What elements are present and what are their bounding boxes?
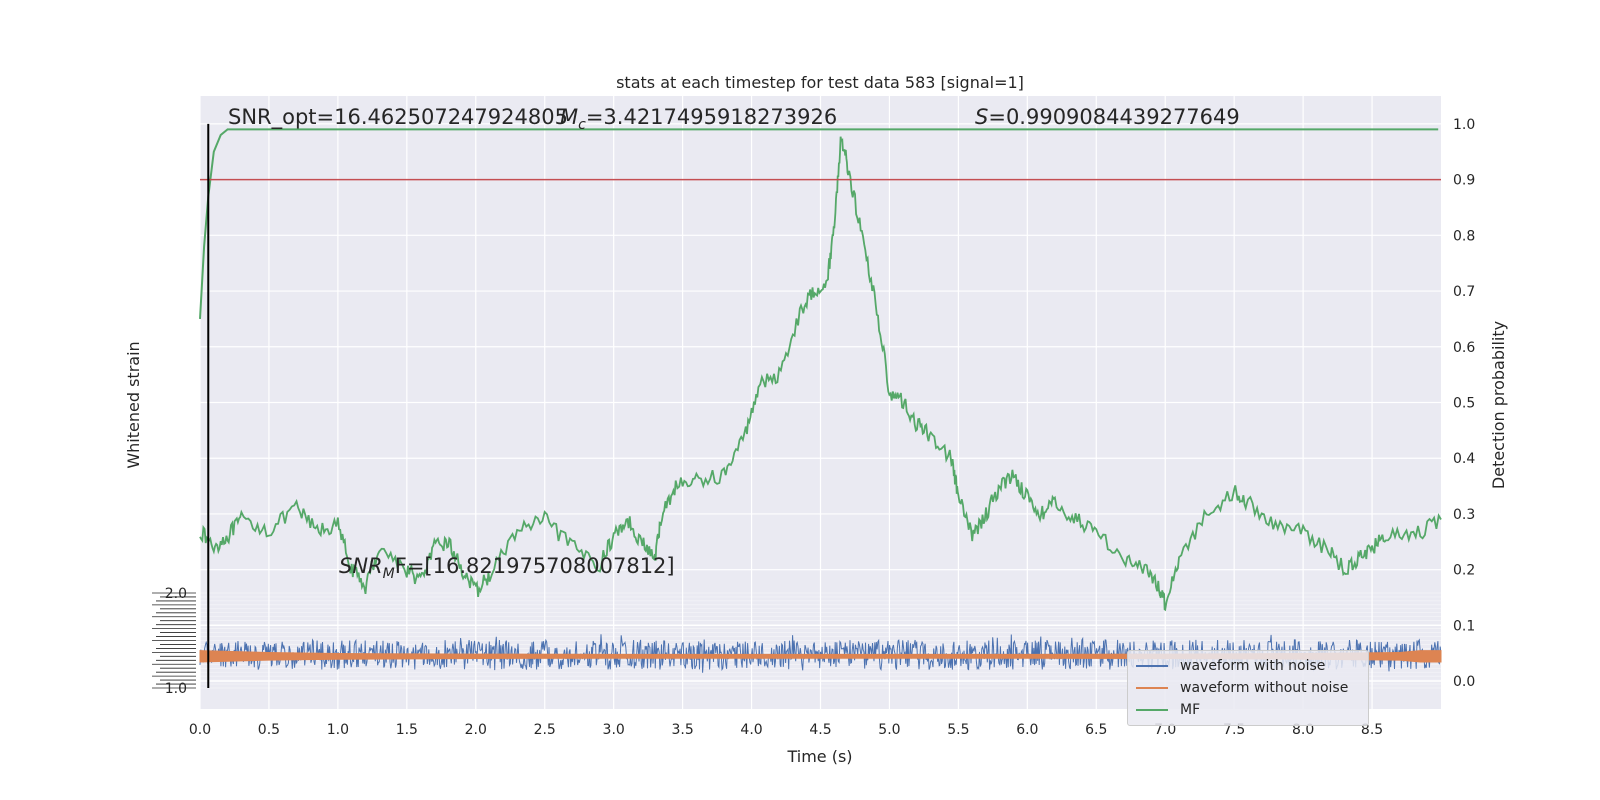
x-tick-label: 4.5	[809, 722, 831, 738]
x-tick-label: 3.5	[671, 722, 693, 738]
y-right-tick-label: 0.9	[1453, 173, 1475, 189]
y-right-tick-labels: 0.0 0.1 0.2 0.3 0.4 0.5 0.6 0.7 0.8 0.9 1.0	[1453, 117, 1475, 690]
chirp-mass-symbol: M	[560, 105, 578, 129]
x-tick-label: 3.0	[603, 722, 625, 738]
chirp-mass-annotation: Mc=3.4217495918273926	[560, 105, 837, 133]
chirp-mass-value: =3.4217495918273926	[586, 105, 837, 129]
x-tick-label: 0.0	[189, 722, 211, 738]
y-right-tick-label: 0.8	[1453, 228, 1475, 244]
x-tick-labels: 0.0 0.5 1.0 1.5 2.0 2.5 3.0 3.5 4.0 4.5 5.0 5.5 6.0 6…	[189, 722, 1383, 738]
snr-opt-annotation: SNR_opt=16.462507247924805	[228, 105, 568, 130]
y-right-tick-label: 0.6	[1453, 340, 1475, 356]
legend-item-waveform-with-noise: waveform with noise	[1136, 655, 1325, 677]
x-tick-label: 5.5	[947, 722, 969, 738]
mf-line	[199, 128, 1439, 319]
legend-label: MF	[1180, 702, 1201, 718]
x-tick-label: 7.0	[1154, 722, 1176, 738]
legend-item-waveform-without-noise: waveform without noise	[1136, 677, 1348, 699]
y-left-tick-label: 1.0	[165, 681, 187, 697]
legend-label: waveform with noise	[1180, 658, 1326, 674]
snr-mf-value: F=[16.821975708007812]	[395, 554, 675, 578]
x-tick-label: 6.0	[1016, 722, 1038, 738]
y-right-tick-label: 0.0	[1453, 674, 1475, 690]
y-right-tick-label: 0.7	[1453, 284, 1475, 300]
s-symbol: S	[975, 105, 988, 129]
legend-label: waveform without noise	[1180, 680, 1349, 696]
y-axis-label-left: Whitened strain	[124, 341, 143, 468]
snr-mf-symbol: SNR	[339, 554, 383, 578]
y-left-tick-labels: 2.0 1.0	[152, 586, 196, 697]
y-left-tick-label: 2.0	[165, 586, 187, 602]
chart-title: stats at each timestep for test data 583…	[616, 73, 1024, 92]
series-layer	[199, 128, 1442, 673]
legend-swatch-blue	[1136, 665, 1168, 667]
snr-mf-subscript: M	[383, 566, 395, 582]
x-tick-label: 1.5	[396, 722, 418, 738]
y-right-tick-label: 0.2	[1453, 563, 1475, 579]
s-annotation: S=0.9909084439277649	[975, 105, 1240, 129]
y-right-tick-label: 0.1	[1453, 618, 1475, 634]
x-tick-label: 2.0	[465, 722, 487, 738]
y-right-tick-label: 1.0	[1453, 117, 1475, 133]
legend-swatch-green	[1136, 709, 1168, 711]
legend-swatch-orange	[1136, 687, 1168, 689]
x-tick-label: 5.0	[878, 722, 900, 738]
detection-probability-line	[199, 136, 1442, 612]
y-axis-label-right: Detection probability	[1489, 321, 1508, 489]
x-tick-label: 8.5	[1361, 722, 1383, 738]
x-tick-label: 6.5	[1085, 722, 1107, 738]
y-right-tick-label: 0.3	[1453, 507, 1475, 523]
chirp-mass-subscript: c	[578, 117, 586, 133]
x-tick-label: 8.0	[1292, 722, 1314, 738]
legend: waveform with noise waveform without noi…	[1127, 650, 1369, 726]
x-tick-label: 2.5	[534, 722, 556, 738]
y-right-tick-label: 0.5	[1453, 396, 1475, 412]
x-tick-label: 7.5	[1223, 722, 1245, 738]
x-tick-label: 1.0	[327, 722, 349, 738]
legend-item-mf: MF	[1136, 699, 1200, 721]
x-tick-label: 4.0	[740, 722, 762, 738]
x-axis-label: Time (s)	[786, 747, 852, 766]
waveform-without-noise-band	[199, 650, 1442, 663]
x-tick-label: 0.5	[258, 722, 280, 738]
snr-mf-annotation: SNRMF=[16.821975708007812]	[339, 554, 675, 582]
y-right-tick-label: 0.4	[1453, 451, 1475, 467]
s-value: =0.9909084439277649	[988, 105, 1239, 129]
